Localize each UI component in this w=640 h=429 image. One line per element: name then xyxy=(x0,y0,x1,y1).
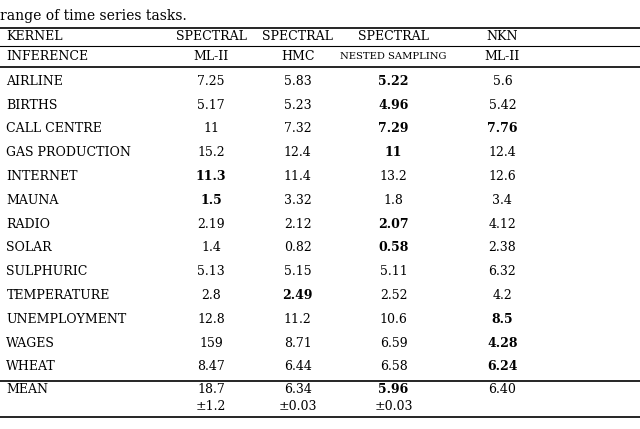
Text: WAGES: WAGES xyxy=(6,337,55,350)
Text: MEAN: MEAN xyxy=(6,383,49,396)
Text: ±1.2: ±1.2 xyxy=(196,400,227,413)
Text: SPECTRAL: SPECTRAL xyxy=(358,30,429,43)
Text: MAUNA: MAUNA xyxy=(6,194,59,207)
Text: 4.12: 4.12 xyxy=(488,218,516,231)
Text: UNEMPLOYMENT: UNEMPLOYMENT xyxy=(6,313,127,326)
Text: 5.23: 5.23 xyxy=(284,99,312,112)
Text: 1.4: 1.4 xyxy=(201,242,221,254)
Text: 2.52: 2.52 xyxy=(380,289,407,302)
Text: 5.15: 5.15 xyxy=(284,265,312,278)
Text: 3.4: 3.4 xyxy=(492,194,513,207)
Text: INTERNET: INTERNET xyxy=(6,170,78,183)
Text: HMC: HMC xyxy=(281,50,314,63)
Text: 3.32: 3.32 xyxy=(284,194,312,207)
Text: range of time series tasks.: range of time series tasks. xyxy=(0,9,187,24)
Text: 1.5: 1.5 xyxy=(200,194,222,207)
Text: 6.34: 6.34 xyxy=(284,383,312,396)
Text: 159: 159 xyxy=(199,337,223,350)
Text: NKN: NKN xyxy=(486,30,518,43)
Text: SPECTRAL: SPECTRAL xyxy=(262,30,333,43)
Text: 6.44: 6.44 xyxy=(284,360,312,373)
Text: 2.19: 2.19 xyxy=(197,218,225,231)
Text: 2.07: 2.07 xyxy=(378,218,409,231)
Text: ±0.03: ±0.03 xyxy=(374,400,413,413)
Text: 12.8: 12.8 xyxy=(197,313,225,326)
Text: RADIO: RADIO xyxy=(6,218,51,231)
Text: ML-II: ML-II xyxy=(484,50,520,63)
Text: 0.82: 0.82 xyxy=(284,242,312,254)
Text: BIRTHS: BIRTHS xyxy=(6,99,58,112)
Text: 4.28: 4.28 xyxy=(487,337,518,350)
Text: 7.76: 7.76 xyxy=(487,123,518,136)
Text: 7.29: 7.29 xyxy=(378,123,409,136)
Text: TEMPERATURE: TEMPERATURE xyxy=(6,289,110,302)
Text: 5.96: 5.96 xyxy=(378,383,409,396)
Text: 6.32: 6.32 xyxy=(488,265,516,278)
Text: 11.2: 11.2 xyxy=(284,313,312,326)
Text: 11.4: 11.4 xyxy=(284,170,312,183)
Text: 11.3: 11.3 xyxy=(196,170,227,183)
Text: 6.59: 6.59 xyxy=(380,337,408,350)
Text: 2.8: 2.8 xyxy=(202,289,221,302)
Text: INFERENCE: INFERENCE xyxy=(6,50,88,63)
Text: 6.58: 6.58 xyxy=(380,360,408,373)
Text: CALL CENTRE: CALL CENTRE xyxy=(6,123,102,136)
Text: SULPHURIC: SULPHURIC xyxy=(6,265,88,278)
Text: 2.12: 2.12 xyxy=(284,218,312,231)
Text: 12.6: 12.6 xyxy=(488,170,516,183)
Text: 8.71: 8.71 xyxy=(284,337,312,350)
Text: 7.25: 7.25 xyxy=(198,75,225,88)
Text: 13.2: 13.2 xyxy=(380,170,408,183)
Text: 5.22: 5.22 xyxy=(378,75,409,88)
Text: 11: 11 xyxy=(385,146,403,159)
Text: 10.6: 10.6 xyxy=(380,313,408,326)
Text: 4.96: 4.96 xyxy=(378,99,409,112)
Text: 2.49: 2.49 xyxy=(282,289,313,302)
Text: 5.17: 5.17 xyxy=(197,99,225,112)
Text: 2.38: 2.38 xyxy=(488,242,516,254)
Text: 12.4: 12.4 xyxy=(284,146,312,159)
Text: WHEAT: WHEAT xyxy=(6,360,56,373)
Text: 5.11: 5.11 xyxy=(380,265,408,278)
Text: SOLAR: SOLAR xyxy=(6,242,52,254)
Text: 5.83: 5.83 xyxy=(284,75,312,88)
Text: AIRLINE: AIRLINE xyxy=(6,75,63,88)
Text: KERNEL: KERNEL xyxy=(6,30,63,43)
Text: 5.13: 5.13 xyxy=(197,265,225,278)
Text: 8.5: 8.5 xyxy=(492,313,513,326)
Text: 12.4: 12.4 xyxy=(488,146,516,159)
Text: 15.2: 15.2 xyxy=(197,146,225,159)
Text: NESTED SAMPLING: NESTED SAMPLING xyxy=(340,52,447,61)
Text: SPECTRAL: SPECTRAL xyxy=(176,30,246,43)
Text: 18.7: 18.7 xyxy=(197,383,225,396)
Text: 11: 11 xyxy=(204,123,219,136)
Text: 5.42: 5.42 xyxy=(488,99,516,112)
Text: 6.24: 6.24 xyxy=(487,360,518,373)
Text: 4.2: 4.2 xyxy=(493,289,512,302)
Text: 0.58: 0.58 xyxy=(378,242,409,254)
Text: 8.47: 8.47 xyxy=(197,360,225,373)
Text: 7.32: 7.32 xyxy=(284,123,312,136)
Text: ±0.03: ±0.03 xyxy=(278,400,317,413)
Text: 1.8: 1.8 xyxy=(383,194,404,207)
Text: ML-II: ML-II xyxy=(193,50,229,63)
Text: 6.40: 6.40 xyxy=(488,383,516,396)
Text: 5.6: 5.6 xyxy=(493,75,512,88)
Text: GAS PRODUCTION: GAS PRODUCTION xyxy=(6,146,131,159)
